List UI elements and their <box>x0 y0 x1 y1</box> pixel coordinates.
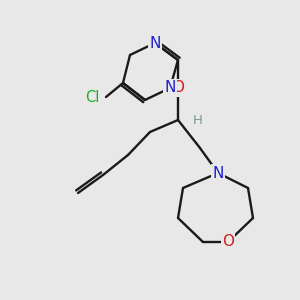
Text: N: N <box>212 166 224 181</box>
Text: N: N <box>164 80 176 95</box>
Text: H: H <box>193 113 203 127</box>
Text: N: N <box>149 35 161 50</box>
Text: Cl: Cl <box>85 89 99 104</box>
Text: O: O <box>222 235 234 250</box>
Text: O: O <box>172 80 184 95</box>
